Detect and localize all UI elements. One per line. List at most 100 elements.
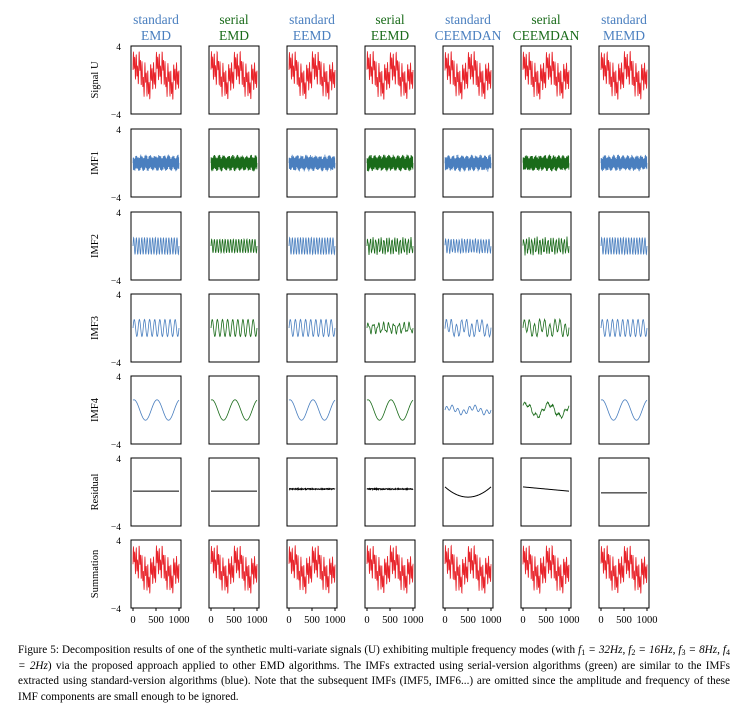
subplot-frame (364, 457, 416, 527)
x-tick-label: 0 (442, 615, 447, 626)
caption-f4-val: = 2Hz (18, 659, 48, 672)
column-header-bottom: MEMD (603, 28, 645, 43)
caption-f1-val: = 32Hz, (585, 644, 629, 656)
subplot-series-line (600, 236, 648, 256)
decomposition-figure: standardEMDserialEMDstandardEEMDserialEE… (90, 12, 658, 626)
subplot-series-line (288, 545, 336, 595)
caption-label: Figure 5: (18, 644, 59, 656)
subplot-series-line (132, 236, 180, 256)
caption-f4-sub: 4 (726, 648, 731, 657)
column-header-top: serial (531, 12, 560, 27)
subplot-series-line (132, 545, 180, 594)
caption-f3: f (678, 644, 682, 656)
subplot-series-line (600, 399, 648, 421)
column-header-top: standard (445, 12, 491, 27)
subplot-frame (208, 375, 260, 445)
caption-f4: f (722, 644, 727, 656)
subplot-series-line (522, 486, 570, 492)
subplot-series-line (444, 238, 492, 255)
subplot-series-line (210, 318, 258, 338)
x-tick-label: 500 (538, 615, 554, 626)
x-tick-label: 0 (130, 615, 135, 626)
y-tick-bottom: −4 (111, 523, 121, 533)
caption-f2: f (628, 644, 632, 656)
caption-f2-sub: 2 (631, 648, 636, 657)
subplot-series-line (444, 318, 492, 339)
subplot-series-line (444, 404, 492, 416)
x-tick-label: 0 (364, 615, 369, 626)
x-tick-label: 500 (460, 615, 476, 626)
subplot-series-line (444, 544, 492, 594)
subplot-frame (208, 457, 260, 527)
y-tick-top: 4 (116, 209, 121, 219)
subplot-frame (286, 457, 338, 527)
row-label: Summation (90, 549, 101, 598)
y-tick-bottom: −4 (111, 359, 121, 369)
column-header-bottom: EMD (141, 28, 171, 43)
subplot-series-line (600, 50, 648, 100)
subplot-series-line (132, 51, 180, 100)
x-tick-label: 1000 (559, 615, 580, 626)
column-header-bottom: EEMD (293, 28, 331, 43)
subplot-series-line (132, 399, 180, 421)
row-label: Residual (90, 474, 101, 511)
y-tick-top: 4 (116, 126, 121, 136)
x-tick-label: 1000 (169, 615, 190, 626)
column-header-bottom: EEMD (371, 28, 409, 43)
row-label: Signal U (90, 61, 101, 98)
subplot-frame (598, 375, 650, 445)
subplot-series-line (522, 236, 570, 256)
subplot-series-line (600, 318, 648, 338)
column-header-bottom: CEEMDAN (435, 28, 502, 43)
subplot-series-line (132, 318, 180, 338)
x-tick-label: 1000 (403, 615, 424, 626)
row-label: IMF4 (90, 397, 101, 422)
x-tick-label: 0 (208, 615, 213, 626)
caption-text-2: ) via the proposed approach applied to o… (18, 659, 730, 703)
caption-text-1: Decomposition results of one of the synt… (58, 644, 579, 656)
x-tick-label: 1000 (481, 615, 502, 626)
subplot-series-line (600, 154, 648, 172)
subplot-frame (442, 293, 494, 363)
y-tick-top: 4 (116, 537, 121, 547)
y-tick-top: 4 (116, 291, 121, 301)
column-header-bottom: EMD (219, 28, 249, 43)
figure-caption: Figure 5: Decomposition results of one o… (18, 643, 730, 705)
column-header-top: standard (289, 12, 335, 27)
subplot-frame (130, 457, 182, 527)
subplot-series-line (132, 154, 180, 172)
subplot-series-line (522, 51, 570, 100)
x-tick-label: 500 (382, 615, 398, 626)
subplot-series-line (600, 545, 648, 594)
subplot-series-line (522, 154, 570, 172)
x-tick-label: 0 (598, 615, 603, 626)
column-header-top: serial (375, 12, 404, 27)
caption-f1-sub: 1 (581, 648, 586, 657)
column-header-bottom: CEEMDAN (513, 28, 580, 43)
subplot-frame (442, 457, 494, 527)
x-tick-label: 500 (226, 615, 242, 626)
x-tick-label: 500 (304, 615, 320, 626)
y-tick-top: 4 (116, 373, 121, 383)
subplot-frame (520, 457, 572, 527)
subplot-series-line (210, 237, 258, 255)
subplot-series-line (366, 154, 414, 172)
subplot-series-line (366, 237, 414, 255)
subplot-series-line (288, 154, 336, 172)
x-tick-label: 500 (616, 615, 632, 626)
subplot-series-line (444, 51, 492, 100)
subplot-frame (598, 457, 650, 527)
subplot-series-line (444, 154, 492, 172)
subplot-series-line (288, 236, 336, 256)
subplot-series-line (288, 318, 336, 338)
column-header-top: serial (219, 12, 248, 27)
x-tick-label: 500 (148, 615, 164, 626)
subplot-series-line (210, 50, 258, 100)
y-tick-bottom: −4 (111, 111, 121, 121)
subplot-series-line (366, 545, 414, 594)
subplot-series-line (366, 399, 414, 421)
subplot-series-line (522, 400, 570, 420)
caption-f3-val: = 8Hz, (685, 644, 723, 656)
x-tick-label: 1000 (637, 615, 658, 626)
x-tick-label: 1000 (325, 615, 346, 626)
